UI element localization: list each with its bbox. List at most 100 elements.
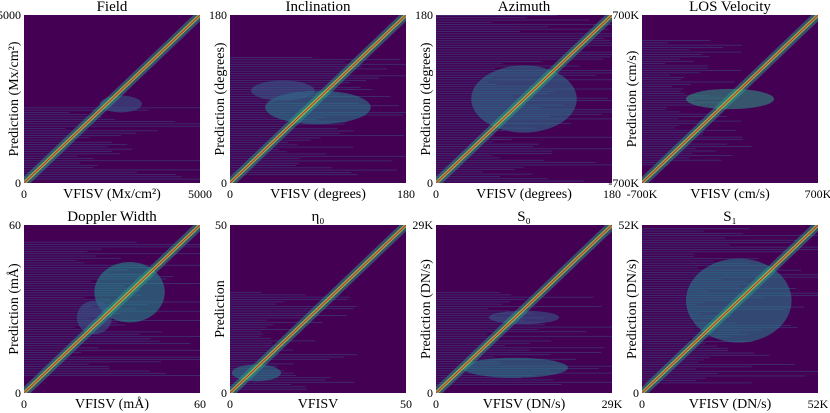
stripe xyxy=(642,352,755,354)
stripe xyxy=(24,144,128,145)
stripe xyxy=(642,235,818,237)
stripe xyxy=(642,106,668,108)
stripe xyxy=(436,54,612,55)
stripe xyxy=(230,312,320,314)
stripe xyxy=(436,377,522,379)
stripe xyxy=(24,121,176,122)
stripe xyxy=(642,366,752,368)
stripe xyxy=(230,142,289,143)
stripe xyxy=(24,375,200,376)
stripe xyxy=(642,290,709,292)
stripe xyxy=(24,253,200,255)
stripe xyxy=(436,139,512,140)
panel-title: Azimuth xyxy=(498,0,551,15)
stripe xyxy=(436,21,492,23)
stripe xyxy=(230,386,306,388)
stripe xyxy=(230,306,357,307)
stripe xyxy=(436,292,501,293)
stripe xyxy=(642,320,692,322)
y-tick-min: 0 xyxy=(427,176,433,190)
y-tick-min: 0 xyxy=(15,386,21,400)
stripe xyxy=(436,136,612,138)
panel-2: Inclination 180 00 180 VFISV (degrees) Predic… xyxy=(209,0,415,202)
stripe xyxy=(642,127,675,129)
stripe xyxy=(436,44,612,46)
stripe xyxy=(230,381,355,383)
stripe xyxy=(230,352,276,353)
identity-line xyxy=(642,15,818,183)
stripe xyxy=(642,47,724,48)
stripe xyxy=(642,67,709,69)
stripe xyxy=(642,116,727,117)
x-tick-max: 52K xyxy=(808,397,829,411)
stripe xyxy=(230,292,262,293)
stripe xyxy=(24,359,200,360)
stripe xyxy=(24,164,98,166)
stripe xyxy=(436,299,525,300)
stripe xyxy=(642,74,670,76)
stripe xyxy=(436,38,604,39)
stripe xyxy=(436,130,506,131)
stripe xyxy=(642,375,806,377)
stripe xyxy=(642,258,759,260)
stripe xyxy=(24,354,72,356)
stripe xyxy=(436,26,549,28)
stripe xyxy=(24,315,105,317)
stripe xyxy=(436,150,553,152)
stripe xyxy=(642,146,752,147)
stripe xyxy=(24,158,94,159)
stripe xyxy=(24,248,102,250)
stripe xyxy=(24,116,103,118)
stripe xyxy=(24,343,191,344)
y-tick-max: 29K xyxy=(412,218,433,232)
stripe xyxy=(24,244,200,245)
stripe xyxy=(436,63,503,65)
stripe xyxy=(642,253,695,255)
stripe xyxy=(436,141,493,143)
stripe xyxy=(642,313,700,315)
stripe xyxy=(436,77,493,78)
stripe xyxy=(24,356,200,358)
stripe xyxy=(24,151,113,152)
stripe xyxy=(642,251,796,253)
stripe xyxy=(230,153,327,155)
stripe xyxy=(436,310,510,312)
stripe xyxy=(230,70,350,72)
stripe xyxy=(230,167,332,169)
x-tick-max: 60 xyxy=(194,397,206,411)
stripe xyxy=(642,148,696,150)
stripe xyxy=(24,361,162,363)
stripe xyxy=(642,63,665,64)
identity-line xyxy=(24,225,200,393)
stripe xyxy=(24,128,66,129)
stripe xyxy=(436,33,612,35)
stripe xyxy=(436,143,539,145)
stripe xyxy=(642,239,802,241)
stripe xyxy=(436,312,533,314)
stripe xyxy=(436,347,605,349)
stripe xyxy=(642,244,730,246)
stripe xyxy=(230,342,273,344)
stripe xyxy=(230,317,302,319)
stripe xyxy=(230,172,352,173)
stripe xyxy=(642,242,791,243)
stripe xyxy=(436,19,590,21)
stripe xyxy=(436,303,503,305)
stripe xyxy=(436,306,602,307)
stripe xyxy=(436,384,562,385)
y-tick-min: 0 xyxy=(427,386,433,400)
stripe xyxy=(230,68,388,70)
stripe xyxy=(642,40,711,41)
y-axis-label: Prediction xyxy=(213,280,228,338)
stripe xyxy=(24,274,142,275)
stripe xyxy=(230,358,330,360)
stripe xyxy=(230,333,263,335)
stripe xyxy=(642,311,721,312)
stripe xyxy=(642,44,742,46)
stripe xyxy=(24,336,200,337)
stripe xyxy=(230,66,362,67)
stripe xyxy=(230,354,358,356)
stripe xyxy=(642,343,706,345)
stripe xyxy=(642,260,714,262)
stripe xyxy=(24,349,200,351)
